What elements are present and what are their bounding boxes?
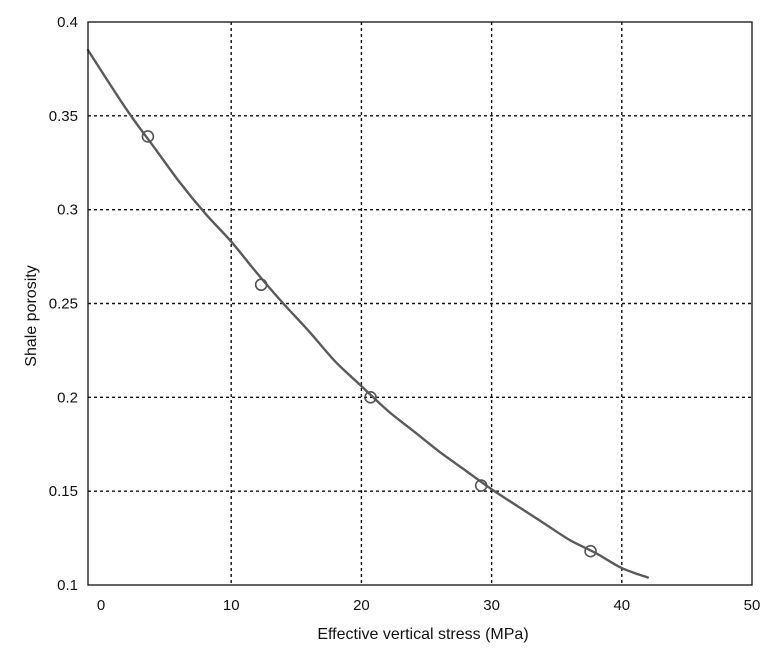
data-point-marker: [364, 391, 377, 404]
y-tick-label: 0.2: [57, 389, 78, 406]
data-point-marker: [141, 130, 155, 143]
y-tick-label: 0.35: [49, 108, 78, 125]
x-tick-label: 30: [483, 597, 500, 614]
gridlines: [88, 22, 752, 585]
y-axis-label: Shale porosity: [23, 265, 40, 366]
data-point-marker: [584, 544, 597, 558]
x-axis-ticks: 0 10 20 30 40 50: [97, 597, 760, 614]
y-axis-ticks: 0.1 0.15 0.2 0.25 0.3 0.35 0.4: [49, 14, 78, 594]
x-axis-label: Effective vertical stress (MPa): [317, 626, 528, 643]
data-points: [141, 130, 597, 558]
data-point-marker: [254, 278, 268, 292]
x-tick-label: 50: [744, 597, 761, 614]
fitted-curve-layer: [86, 48, 649, 579]
y-tick-label: 0.1: [57, 577, 78, 594]
plot-border: [87, 21, 753, 586]
y-tick-label: 0.3: [57, 202, 78, 219]
x-tick-label: 0: [97, 597, 105, 614]
y-tick-label: 0.25: [49, 296, 78, 313]
x-tick-label: 20: [353, 597, 370, 614]
x-tick-label: 10: [223, 597, 240, 614]
y-tick-label: 0.4: [57, 14, 78, 31]
data-point-marker: [474, 479, 488, 492]
x-tick-label: 40: [613, 597, 630, 614]
fitted-curve: [86, 48, 649, 579]
y-tick-label: 0.15: [49, 483, 78, 500]
plot-frame: [87, 21, 753, 586]
